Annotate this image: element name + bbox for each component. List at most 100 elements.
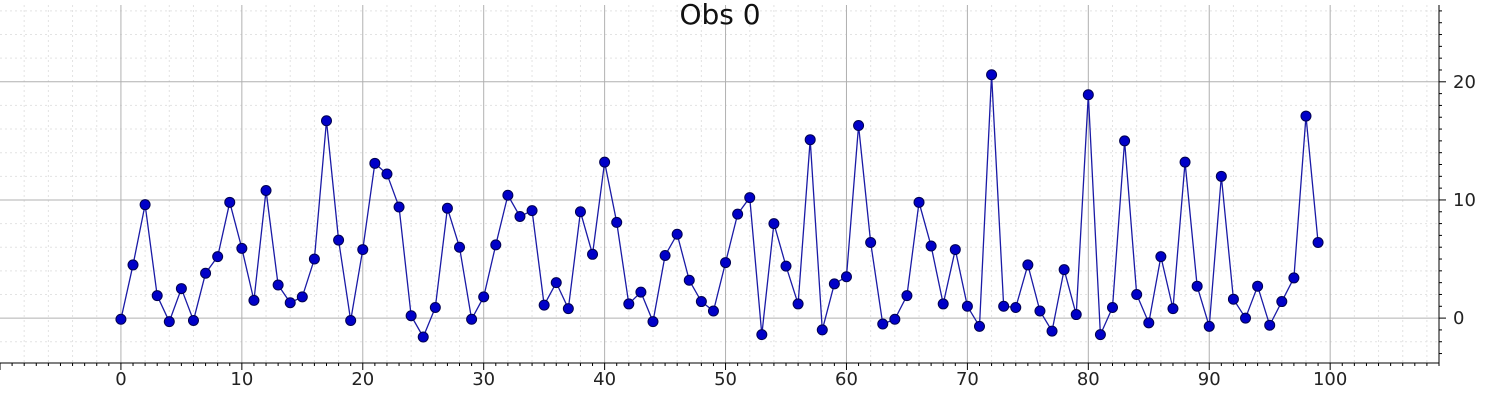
data-series [115,69,1324,343]
data-point [1227,293,1239,305]
data-point [792,298,804,310]
data-point [1300,110,1312,122]
data-point [212,251,224,263]
y-tick-label: 0 [1453,308,1464,329]
series-line [120,74,1319,339]
data-point [1143,317,1155,329]
data-point [175,283,187,295]
data-point [683,274,695,286]
data-point [611,216,623,228]
data-point [840,271,852,283]
data-point [804,134,816,146]
data-point [526,205,538,217]
y-tick-label: 10 [1453,190,1476,211]
data-point [441,202,453,214]
data-point [187,314,199,326]
data-point [1022,259,1034,271]
data-point [381,168,393,180]
data-point [1191,280,1203,292]
data-point [913,196,925,208]
data-point [1276,296,1288,308]
data-point [1167,303,1179,315]
data-point [961,300,973,312]
data-point [1264,319,1276,331]
data-point [417,331,429,343]
data-point [949,244,961,256]
data-point [1252,280,1264,292]
data-point [853,120,865,132]
x-tick-label: 50 [714,369,737,390]
data-point [707,305,719,317]
axes [0,5,1446,370]
data-point [393,201,405,213]
data-point [635,286,647,298]
data-point [236,242,248,254]
data-point [502,189,514,201]
data-point [816,324,828,336]
data-point [272,279,284,291]
data-point [889,313,901,325]
data-point [490,239,502,251]
data-point [695,296,707,308]
data-point [1179,156,1191,168]
x-tick-label: 60 [835,369,858,390]
data-point [478,291,490,303]
data-point [1288,272,1300,284]
data-point [756,329,768,341]
data-point [877,318,889,330]
chart-title: Obs 0 [679,0,760,31]
data-point [659,249,671,261]
data-point [732,208,744,220]
data-point [780,260,792,272]
data-point [1215,170,1227,182]
data-point [514,210,526,222]
data-point [599,156,611,168]
data-point [163,316,175,328]
data-point [248,294,260,306]
data-point [405,310,417,322]
data-point [986,69,998,81]
data-point [115,313,127,325]
data-point [828,278,840,290]
x-tick-label: 30 [472,369,495,390]
data-point [284,297,296,309]
data-point [1131,288,1143,300]
data-point [333,234,345,246]
data-point [466,313,478,325]
data-point [925,240,937,252]
data-point [127,259,139,271]
data-point [865,236,877,248]
data-point [562,303,574,315]
data-point [1119,135,1131,147]
data-point [671,228,683,240]
data-point [1107,301,1119,313]
data-point [587,248,599,260]
tick-labels: 0 10 20 30 40 50 60 70 80 90 100 0 10 20 [115,72,1476,390]
x-tick-label: 20 [351,369,374,390]
data-point [1082,89,1094,101]
data-point [260,184,272,196]
data-point [345,314,357,326]
data-point [1070,309,1082,321]
data-point [429,301,441,313]
data-point [308,253,320,265]
data-point [1094,329,1106,341]
data-point [574,206,586,218]
data-point [1240,312,1252,324]
data-point [296,291,308,303]
data-point [454,241,466,253]
data-point [623,298,635,310]
data-point [744,192,756,204]
data-point [151,290,163,302]
x-tick-label: 70 [956,369,979,390]
data-point [937,298,949,310]
data-point [320,115,332,127]
data-point [200,267,212,279]
y-tick-label: 20 [1453,72,1476,93]
data-point [1046,325,1058,337]
data-point [357,244,369,256]
x-tick-label: 0 [115,369,126,390]
data-point [901,290,913,302]
x-tick-label: 40 [593,369,616,390]
